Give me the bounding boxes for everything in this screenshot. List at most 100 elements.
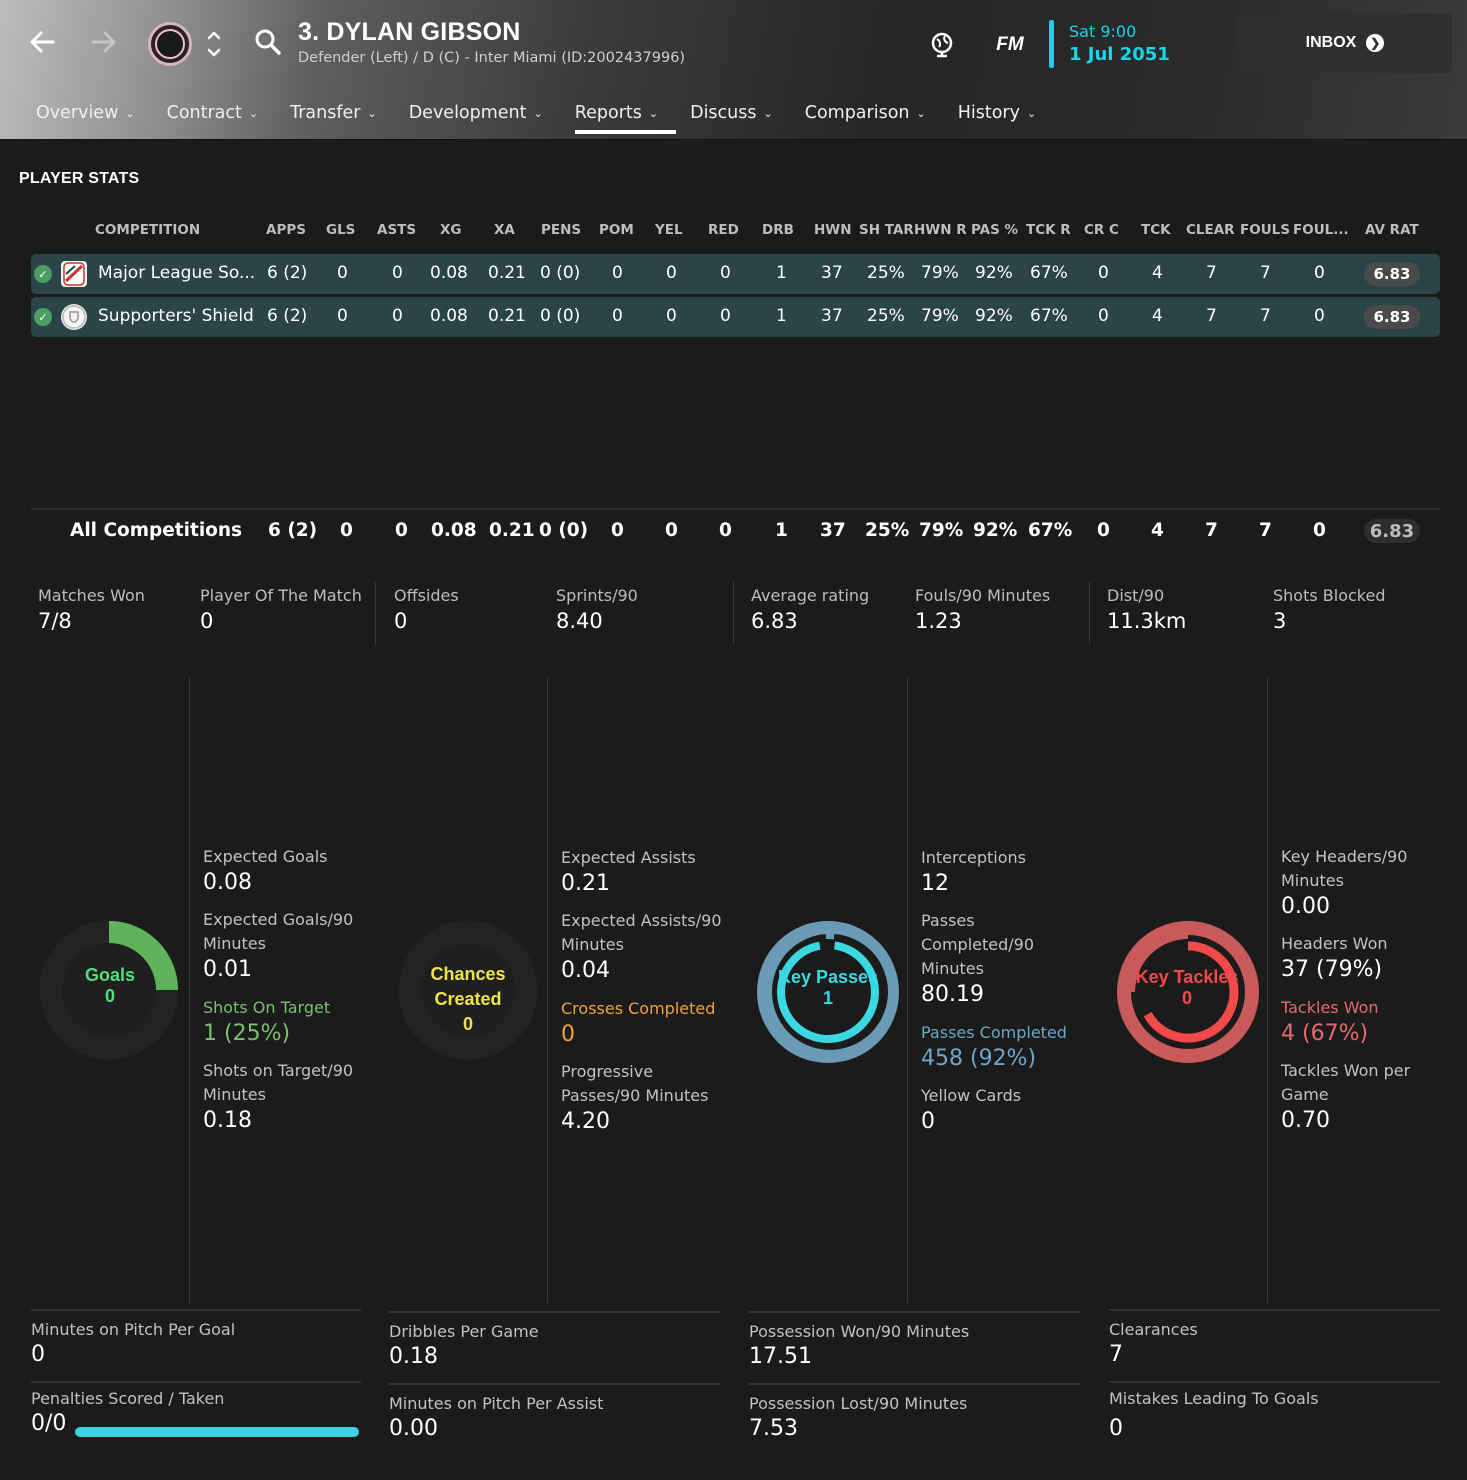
col-header[interactable]: PENS [541, 222, 582, 238]
key-tackles-inner-arc [1143, 941, 1239, 1043]
penalties-progress-bar [75, 1427, 359, 1437]
inbox-label: INBOX [1305, 34, 1357, 51]
col-header[interactable]: HWN [814, 222, 852, 238]
section-title: PLAYER STATS [19, 170, 140, 187]
tab-label: Development [408, 103, 527, 123]
key-passes-gauge [757, 921, 899, 1063]
divider [1109, 1309, 1440, 1311]
stat-expected-assists: Expected Assists 0.21 [561, 848, 696, 896]
cell: 0 (0) [540, 263, 581, 283]
cell: 0 [666, 263, 677, 283]
tab-transfer[interactable]: Transfer ⌄ [274, 92, 393, 134]
back-arrow-icon[interactable] [24, 24, 60, 60]
col-header[interactable]: HWN R [914, 222, 967, 238]
cell: 0.21 [488, 263, 526, 283]
col-header[interactable]: TCK [1141, 222, 1171, 238]
stat-penalties: Penalties Scored / Taken 0/0 [31, 1389, 225, 1436]
cell: 7 [1205, 520, 1218, 541]
col-header[interactable]: CLEAR [1186, 222, 1235, 238]
tab-development[interactable]: Development ⌄ [393, 92, 559, 134]
cell: 0 [340, 520, 353, 541]
cell: 0 [337, 306, 348, 326]
summary-stat: Dist/90 11.3km [1107, 586, 1187, 633]
col-header[interactable]: GLS [326, 222, 356, 238]
summary-stat: Shots Blocked 3 [1273, 586, 1386, 633]
table-row[interactable]: ✓ Major League So... 6 (2) 0 0 0.08 0.21… [31, 254, 1440, 294]
search-icon[interactable] [252, 26, 284, 58]
forward-arrow-icon[interactable] [86, 24, 122, 60]
stat-shots-on-target-90: Shots on Target/90 Minutes 0.18 [203, 1061, 354, 1133]
divider [547, 678, 548, 1303]
cell: 0 (0) [539, 520, 589, 541]
cell: 92% [973, 520, 1018, 541]
player-title: 3. DYLAN GIBSON [298, 18, 521, 46]
key-tackles-gauge [1117, 921, 1259, 1063]
col-header[interactable]: FOULS [1240, 222, 1290, 238]
stat-headers-won: Headers Won 37 (79%) [1281, 934, 1388, 982]
tab-history[interactable]: History ⌄ [942, 92, 1052, 134]
cell: 25% [867, 263, 905, 283]
cell: 0 [392, 263, 403, 283]
tab-label: Comparison [804, 103, 910, 123]
player-subtitle: Defender (Left) / D (C) - Inter Miami (I… [298, 50, 686, 66]
col-header[interactable]: COMPETITION [95, 222, 201, 238]
tab-reports[interactable]: Reports ⌄ [559, 92, 677, 134]
goals-gauge [39, 920, 179, 1060]
summary-stat: Average rating 6.83 [751, 586, 870, 633]
stat-tackles-won-per-game: Tackles Won per Game 0.70 [1281, 1061, 1411, 1133]
col-header[interactable]: XG [440, 222, 462, 238]
cell: 7 [1206, 263, 1217, 283]
cell: 1 [776, 306, 787, 326]
fm-logo[interactable]: FM [996, 34, 1024, 55]
cell: 0 [612, 306, 623, 326]
globe-icon[interactable] [926, 30, 958, 60]
col-header[interactable]: SH TAR [859, 222, 914, 238]
cell: 0.21 [489, 520, 535, 541]
col-header[interactable]: TCK R [1026, 222, 1071, 238]
tab-label: Transfer [290, 103, 361, 123]
chevron-down-icon: ⌄ [367, 106, 377, 120]
tab-overview[interactable]: Overview ⌄ [20, 92, 151, 134]
cell: 6 (2) [267, 306, 308, 326]
col-header[interactable]: CR C [1084, 222, 1119, 238]
club-badge[interactable] [148, 22, 192, 66]
cell: 79% [921, 263, 959, 283]
tab-comparison[interactable]: Comparison ⌄ [789, 92, 942, 134]
up-down-icon[interactable] [204, 24, 224, 64]
col-header[interactable]: POM [599, 222, 634, 238]
col-header[interactable]: XA [494, 222, 515, 238]
table-row[interactable]: ✓ Supporters' Shield 6 (2) 0 0 0.08 0.21… [31, 297, 1440, 337]
stat-minutes-per-goal: Minutes on Pitch Per Goal 0 [31, 1320, 236, 1367]
col-header[interactable]: YEL [655, 222, 683, 238]
tab-contract[interactable]: Contract ⌄ [151, 92, 275, 134]
cell: 67% [1028, 520, 1073, 541]
divider [389, 1311, 721, 1313]
inbox-button[interactable]: INBOX ❯ [1238, 13, 1452, 73]
cell: 4 [1152, 263, 1163, 283]
stat-crosses-completed: Crosses Completed 0 [561, 999, 716, 1047]
chances-label: Chances Created 0 [430, 964, 506, 1034]
col-header[interactable]: APPS [266, 222, 306, 238]
col-header[interactable]: RED [708, 222, 739, 238]
col-header[interactable]: ASTS [377, 222, 417, 238]
col-header[interactable]: DRB [762, 222, 794, 238]
cell: 0 [1313, 520, 1326, 541]
stat-yellow-cards: Yellow Cards 0 [921, 1086, 1022, 1134]
game-date[interactable]: 1 Jul 2051 [1069, 44, 1170, 65]
rating-badge: 6.83 [1364, 262, 1420, 286]
summary-stat: Matches Won 7/8 [38, 586, 145, 633]
cell: 0 [1314, 263, 1325, 283]
divider [1109, 1381, 1440, 1383]
key-passes-label: Key Passes 1 [777, 967, 879, 1008]
cell: 1 [775, 520, 788, 541]
divider [375, 582, 376, 644]
tab-discuss[interactable]: Discuss ⌄ [674, 92, 789, 134]
key-tackles-outer-ring [1117, 921, 1259, 1063]
col-header[interactable]: PAS % [971, 222, 1019, 238]
divider [1089, 582, 1090, 644]
game-time[interactable]: Sat 9:00 [1069, 22, 1137, 41]
rating-badge: 6.83 [1364, 305, 1420, 329]
competition-name: Major League So... [98, 263, 256, 283]
col-header[interactable]: FOUL... [1293, 222, 1349, 238]
col-header[interactable]: AV RAT [1365, 222, 1419, 238]
